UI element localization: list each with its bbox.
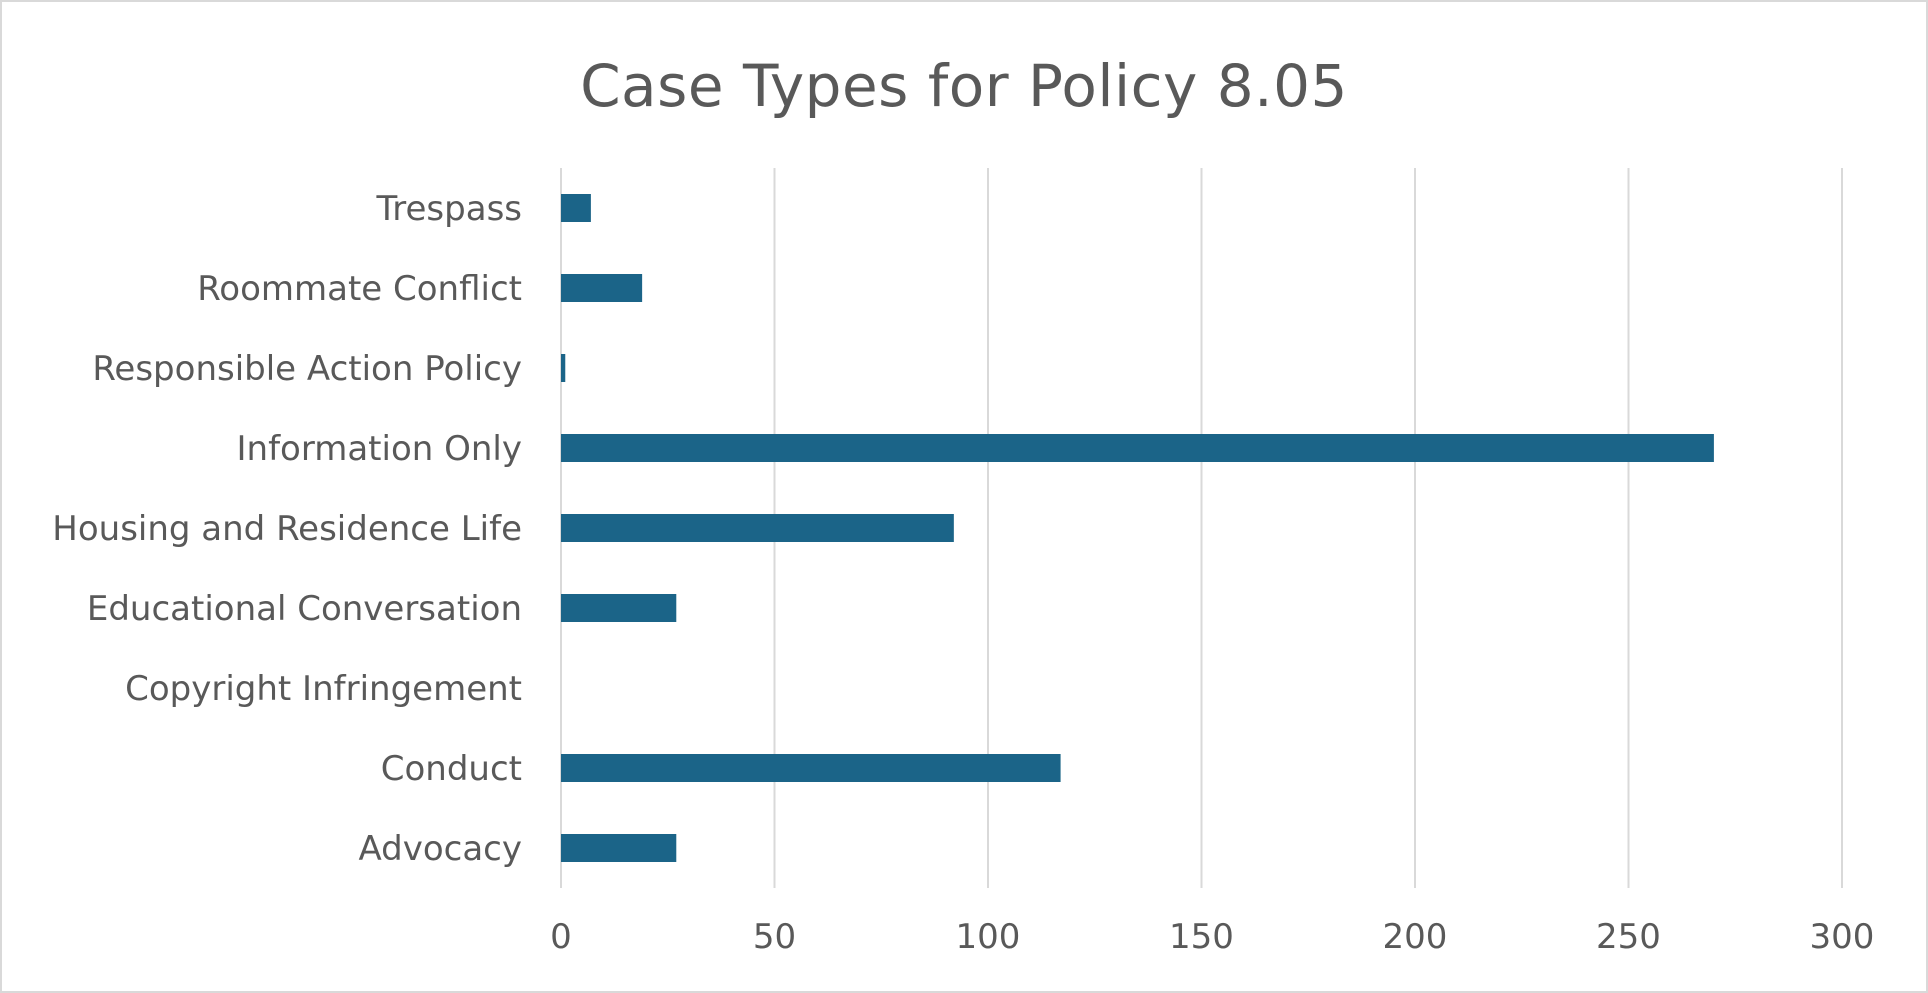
x-tick-labels: 0 50 100 150 200 250 300 — [550, 917, 1874, 957]
category-labels: Advocacy Conduct Copyright Infringement Edu… — [52, 189, 522, 869]
bar-conduct — [561, 754, 1061, 782]
bar-educational-conversation — [561, 594, 677, 622]
category-label-conduct: Conduct — [381, 749, 522, 789]
category-label-roommate-conflict: Roommate Conflict — [197, 269, 522, 309]
bar-trespass — [561, 194, 591, 222]
x-tick-label-50: 50 — [753, 917, 796, 957]
bar-housing-and-residence-life — [561, 514, 954, 542]
x-tick-label-200: 200 — [1383, 917, 1448, 957]
bar-roommate-conflict — [561, 274, 643, 302]
bar-information-only — [561, 434, 1714, 462]
category-label-responsible-action-policy: Responsible Action Policy — [92, 349, 522, 389]
bar-responsible-action-policy — [561, 354, 566, 382]
x-tick-label-250: 250 — [1596, 917, 1661, 957]
category-label-information-only: Information Only — [237, 429, 523, 469]
category-label-educational-conversation: Educational Conversation — [87, 589, 522, 629]
x-tick-label-0: 0 — [550, 917, 572, 957]
x-tick-label-150: 150 — [1169, 917, 1234, 957]
chart-title: Case Types for Policy 8.05 — [580, 52, 1348, 120]
category-label-copyright-infringement: Copyright Infringement — [125, 669, 522, 709]
category-label-advocacy: Advocacy — [358, 829, 522, 869]
category-label-housing-and-residence-life: Housing and Residence Life — [52, 509, 522, 549]
x-tick-label-300: 300 — [1810, 917, 1875, 957]
bar-advocacy — [561, 834, 677, 862]
x-tick-label-100: 100 — [956, 917, 1021, 957]
bars — [561, 194, 1714, 862]
category-label-trespass: Trespass — [376, 189, 522, 229]
